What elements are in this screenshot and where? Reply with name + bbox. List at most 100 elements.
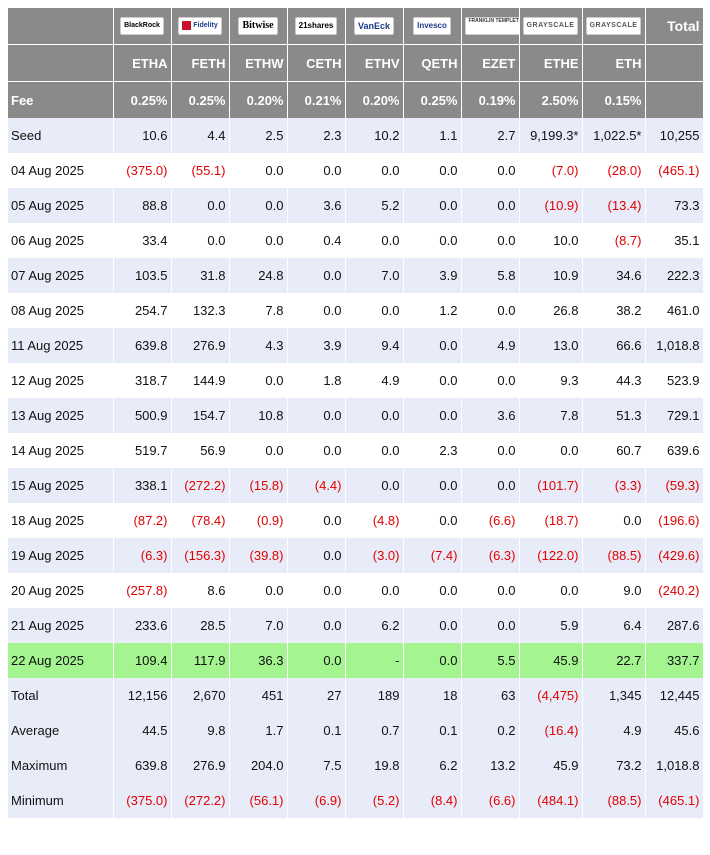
franklin-templeton-logo-cell: FRANKLIN TEMPLETON <box>461 8 520 45</box>
cell-eth: 51.3 <box>582 398 646 433</box>
bitwise-logo-cell: Bitwise <box>229 8 288 45</box>
cell-ethw: 7.8 <box>229 293 288 328</box>
cell-ethe: (16.4) <box>519 713 583 748</box>
cell-qeth: 6.2 <box>403 748 462 783</box>
cell-qeth: 3.9 <box>403 258 462 293</box>
cell-qeth: 0.0 <box>403 223 462 258</box>
cell-qeth: 0.0 <box>403 398 462 433</box>
cell-ceth: 7.5 <box>287 748 346 783</box>
cell-ethe: (122.0) <box>519 538 583 573</box>
cell-eth: 0.0 <box>582 503 646 538</box>
cell-ceth: 3.9 <box>287 328 346 363</box>
grayscale-eth-logo: GRAYSCALE <box>585 17 642 35</box>
cell-ethe: 9,199.3* <box>519 118 583 153</box>
cell-ceth: 0.0 <box>287 573 346 608</box>
cell-ethv: 0.0 <box>345 433 404 468</box>
cell-ezet: 5.8 <box>461 258 520 293</box>
cell-qeth: 1.1 <box>403 118 462 153</box>
cell-etha: (87.2) <box>113 503 172 538</box>
cell-ethe: 0.0 <box>519 573 583 608</box>
row-label: 22 Aug 2025 <box>8 643 114 678</box>
cell-feth: 9.8 <box>171 713 230 748</box>
cell-ethe: 10.0 <box>519 223 583 258</box>
cell-ezet: (6.6) <box>461 503 520 538</box>
cell-feth: 4.4 <box>171 118 230 153</box>
fidelity-logo: Fidelity <box>178 17 222 35</box>
cell-feth: 0.0 <box>171 188 230 223</box>
cell-feth: 8.6 <box>171 573 230 608</box>
cell-ezet: (6.3) <box>461 538 520 573</box>
row-label: Maximum <box>8 748 114 783</box>
cell-ceth: 3.6 <box>287 188 346 223</box>
cell-etha: 519.7 <box>113 433 172 468</box>
21shares-logo-cell: 21shares <box>287 8 346 45</box>
cell-ethw: (39.8) <box>229 538 288 573</box>
cell-ethe: 13.0 <box>519 328 583 363</box>
cell-ethe: (4,475) <box>519 678 583 713</box>
fee-label: Fee <box>8 81 114 118</box>
cell-feth: (272.2) <box>171 783 230 818</box>
table-row: Seed 10.6 4.4 2.5 2.3 10.2 1.1 2.7 9,199.3* 1,022… <box>8 118 704 153</box>
ticker-ethe: ETHE <box>519 44 583 82</box>
cell-eth: (88.5) <box>582 783 646 818</box>
cell-qeth: 0.0 <box>403 503 462 538</box>
cell-ethe: (7.0) <box>519 153 583 188</box>
cell-ezet: 4.9 <box>461 328 520 363</box>
cell-etha: 318.7 <box>113 363 172 398</box>
cell-ethe: 5.9 <box>519 608 583 643</box>
cell-ceth: 0.0 <box>287 503 346 538</box>
fee-qeth: 0.25% <box>403 81 462 118</box>
cell-ethw: 10.8 <box>229 398 288 433</box>
cell-ethv: 0.0 <box>345 223 404 258</box>
cell-eth: 73.2 <box>582 748 646 783</box>
cell-etha: 33.4 <box>113 223 172 258</box>
cell-ethw: 4.3 <box>229 328 288 363</box>
cell-eth: 4.9 <box>582 713 646 748</box>
cell-eth: (88.5) <box>582 538 646 573</box>
table-row: Average 44.5 9.8 1.7 0.1 0.7 0.1 0.2 (16.4) 4.9 45… <box>8 713 704 748</box>
cell-eth: 34.6 <box>582 258 646 293</box>
cell-qeth: 0.1 <box>403 713 462 748</box>
cell-eth: 38.2 <box>582 293 646 328</box>
cell-total: 729.1 <box>645 398 704 433</box>
cell-total: (465.1) <box>645 783 704 818</box>
cell-feth: 0.0 <box>171 223 230 258</box>
cell-ethe: (484.1) <box>519 783 583 818</box>
table-row: 04 Aug 2025 (375.0) (55.1) 0.0 0.0 0.0 0.0 0.0(… <box>8 153 704 188</box>
fee-eth: 0.15% <box>582 81 646 118</box>
table-row: 19 Aug 2025 (6.3) (156.3) (39.8) 0.0 (3.0) (7.… <box>8 538 704 573</box>
cell-feth: (78.4) <box>171 503 230 538</box>
cell-ceth: 0.0 <box>287 153 346 188</box>
cell-etha: (6.3) <box>113 538 172 573</box>
cell-eth: 1,345 <box>582 678 646 713</box>
cell-ethv: - <box>345 643 404 678</box>
fee-ethv: 0.20% <box>345 81 404 118</box>
cell-ethv: 0.0 <box>345 398 404 433</box>
cell-eth: 6.4 <box>582 608 646 643</box>
cell-ethw: (0.9) <box>229 503 288 538</box>
cell-feth: 276.9 <box>171 748 230 783</box>
cell-ethw: 0.0 <box>229 363 288 398</box>
cell-eth: (8.7) <box>582 223 646 258</box>
table-row: 06 Aug 2025 33.4 0.0 0.0 0.4 0.0 0.0 0.0 10.0 (8.… <box>8 223 704 258</box>
cell-ethe: 7.8 <box>519 398 583 433</box>
cell-ethw: 36.3 <box>229 643 288 678</box>
cell-qeth: (7.4) <box>403 538 462 573</box>
fee-ezet: 0.19% <box>461 81 520 118</box>
cell-ethv: 0.0 <box>345 293 404 328</box>
cell-qeth: 2.3 <box>403 433 462 468</box>
cell-total: (59.3) <box>645 468 704 503</box>
cell-eth: 60.7 <box>582 433 646 468</box>
table-row: Minimum (375.0) (272.2) (56.1) (6.9) (5.2) (8.… <box>8 783 704 818</box>
cell-qeth: 18 <box>403 678 462 713</box>
cell-ethw: 0.0 <box>229 433 288 468</box>
cell-ethe: 10.9 <box>519 258 583 293</box>
cell-ethw: 451 <box>229 678 288 713</box>
table-row: 20 Aug 2025 (257.8) 8.6 0.0 0.0 0.0 0.0 0.0 0.0 9… <box>8 573 704 608</box>
fidelity-logo-cell: Fidelity <box>171 8 230 45</box>
fee-feth: 0.25% <box>171 81 230 118</box>
row-label: 11 Aug 2025 <box>8 328 114 363</box>
cell-feth: 144.9 <box>171 363 230 398</box>
cell-ceth: 1.8 <box>287 363 346 398</box>
cell-feth: 2,670 <box>171 678 230 713</box>
